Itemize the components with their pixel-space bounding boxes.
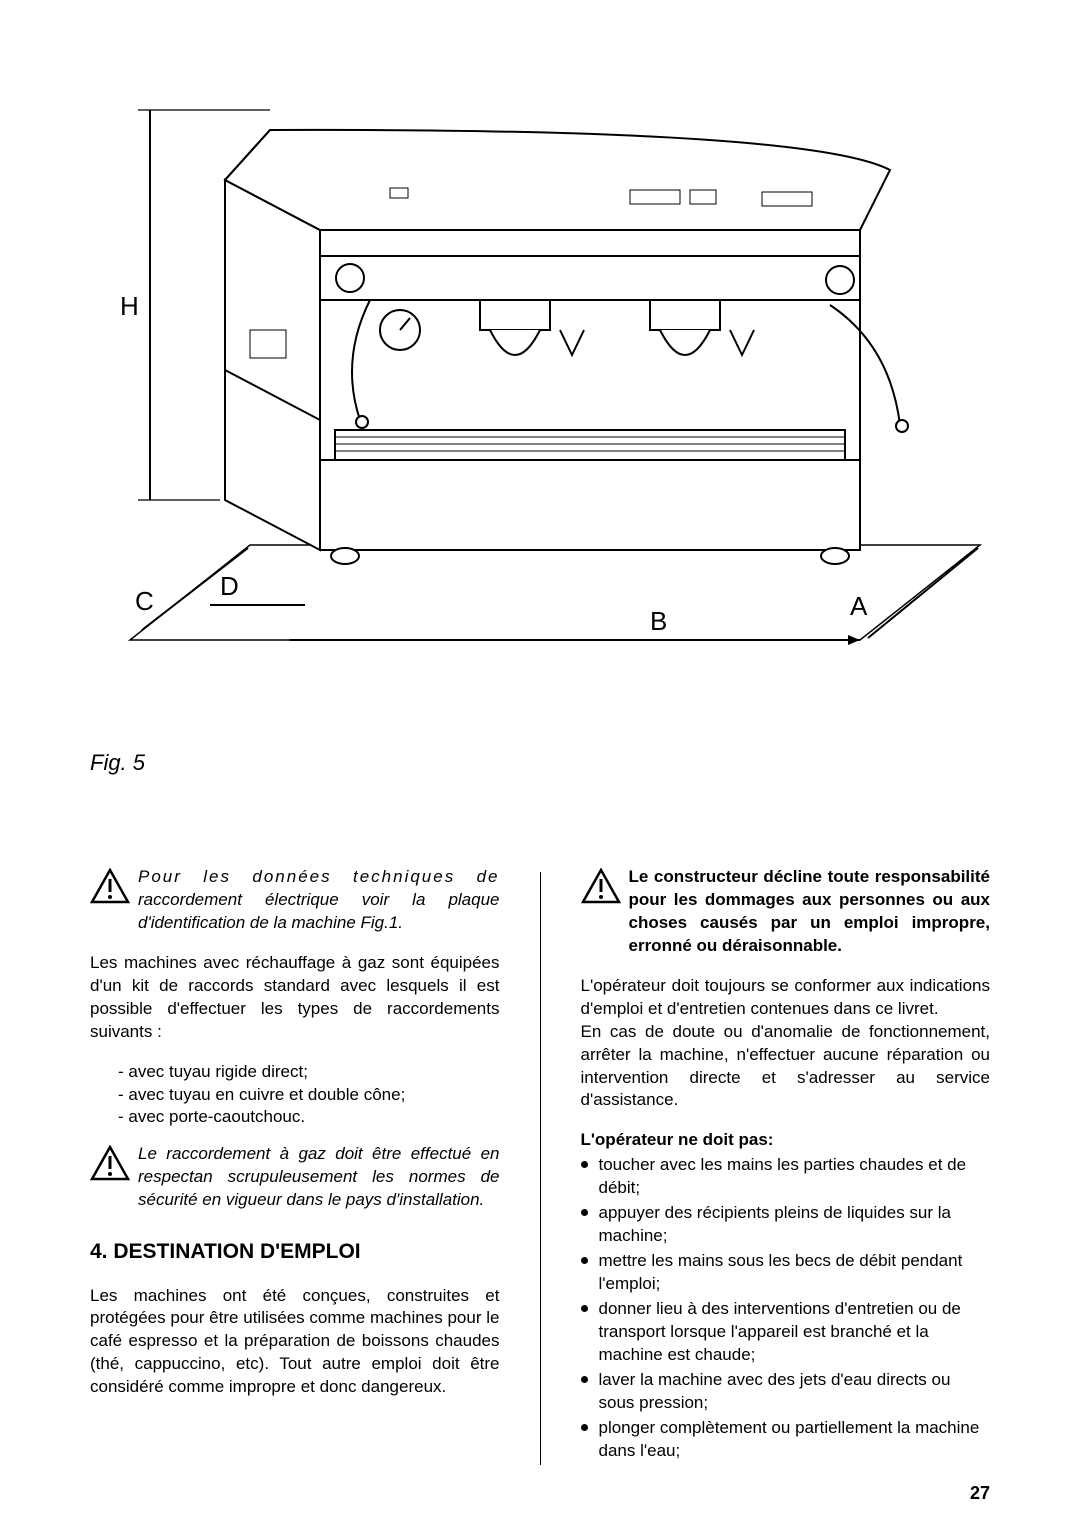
warning-icon — [90, 1145, 130, 1181]
right-para-1a: L'opérateur doit toujours se conformer a… — [581, 975, 991, 1021]
machine-diagram: H A B C D — [90, 70, 990, 690]
column-divider — [540, 872, 541, 1465]
warning-1-text: Pour les données techniques de raccordem… — [138, 866, 500, 935]
operator-must-not-heading: L'opérateur ne doit pas: — [581, 1129, 991, 1152]
warning-icon — [90, 868, 130, 904]
list-item: laver la machine avec des jets d'eau dir… — [581, 1369, 991, 1415]
text-columns: Pour les données techniques de raccordem… — [90, 866, 990, 1465]
list-item: avec tuyau en cuivre et double cône; — [118, 1084, 500, 1107]
warning-2-text: Le raccordement à gaz doit être effectué… — [138, 1143, 500, 1212]
list-item: avec tuyau rigide direct; — [118, 1061, 500, 1084]
left-para-1: Les machines avec réchauffage à gaz sont… — [90, 952, 500, 1044]
page-root: H A B C D — [0, 0, 1080, 1528]
dim-label-c: C — [135, 586, 154, 616]
machine-body — [225, 130, 908, 564]
list-item: avec porte-caoutchouc. — [118, 1106, 500, 1129]
warning-3-text: Le constructeur décline toute responsabi… — [629, 866, 991, 958]
warning-block-1: Pour les données techniques de raccordem… — [90, 866, 500, 935]
section-heading-4: 4. DESTINATION D'EMPLOI — [90, 1238, 500, 1266]
figure-5: H A B C D — [90, 70, 990, 690]
left-para-2: Les machines ont été conçues, construite… — [90, 1285, 500, 1400]
dim-label-b: B — [650, 606, 667, 636]
figure-caption: Fig. 5 — [90, 750, 990, 776]
warning-block-2: Le raccordement à gaz doit être effectué… — [90, 1143, 500, 1212]
left-column: Pour les données techniques de raccordem… — [90, 866, 500, 1465]
dim-label-a: A — [850, 591, 868, 621]
list-item: donner lieu à des interventions d'entret… — [581, 1298, 991, 1367]
dim-label-h: H — [120, 291, 139, 321]
list-item: appuyer des récipients pleins de liquide… — [581, 1202, 991, 1248]
list-item: mettre les mains sous les becs de débit … — [581, 1250, 991, 1296]
right-para-1b: En cas de doute ou d'anomalie de fonctio… — [581, 1021, 991, 1113]
operator-must-not-list: toucher avec les mains les parties chaud… — [581, 1154, 991, 1462]
warning-block-3: Le constructeur décline toute responsabi… — [581, 866, 991, 958]
warning-icon — [581, 868, 621, 904]
dim-label-d: D — [220, 571, 239, 601]
connection-types-list: avec tuyau rigide direct; avec tuyau en … — [90, 1061, 500, 1130]
list-item: toucher avec les mains les parties chaud… — [581, 1154, 991, 1200]
list-item: plonger complètement ou partiellement la… — [581, 1417, 991, 1463]
page-number: 27 — [970, 1483, 990, 1504]
right-column: Le constructeur décline toute responsabi… — [581, 866, 991, 1465]
